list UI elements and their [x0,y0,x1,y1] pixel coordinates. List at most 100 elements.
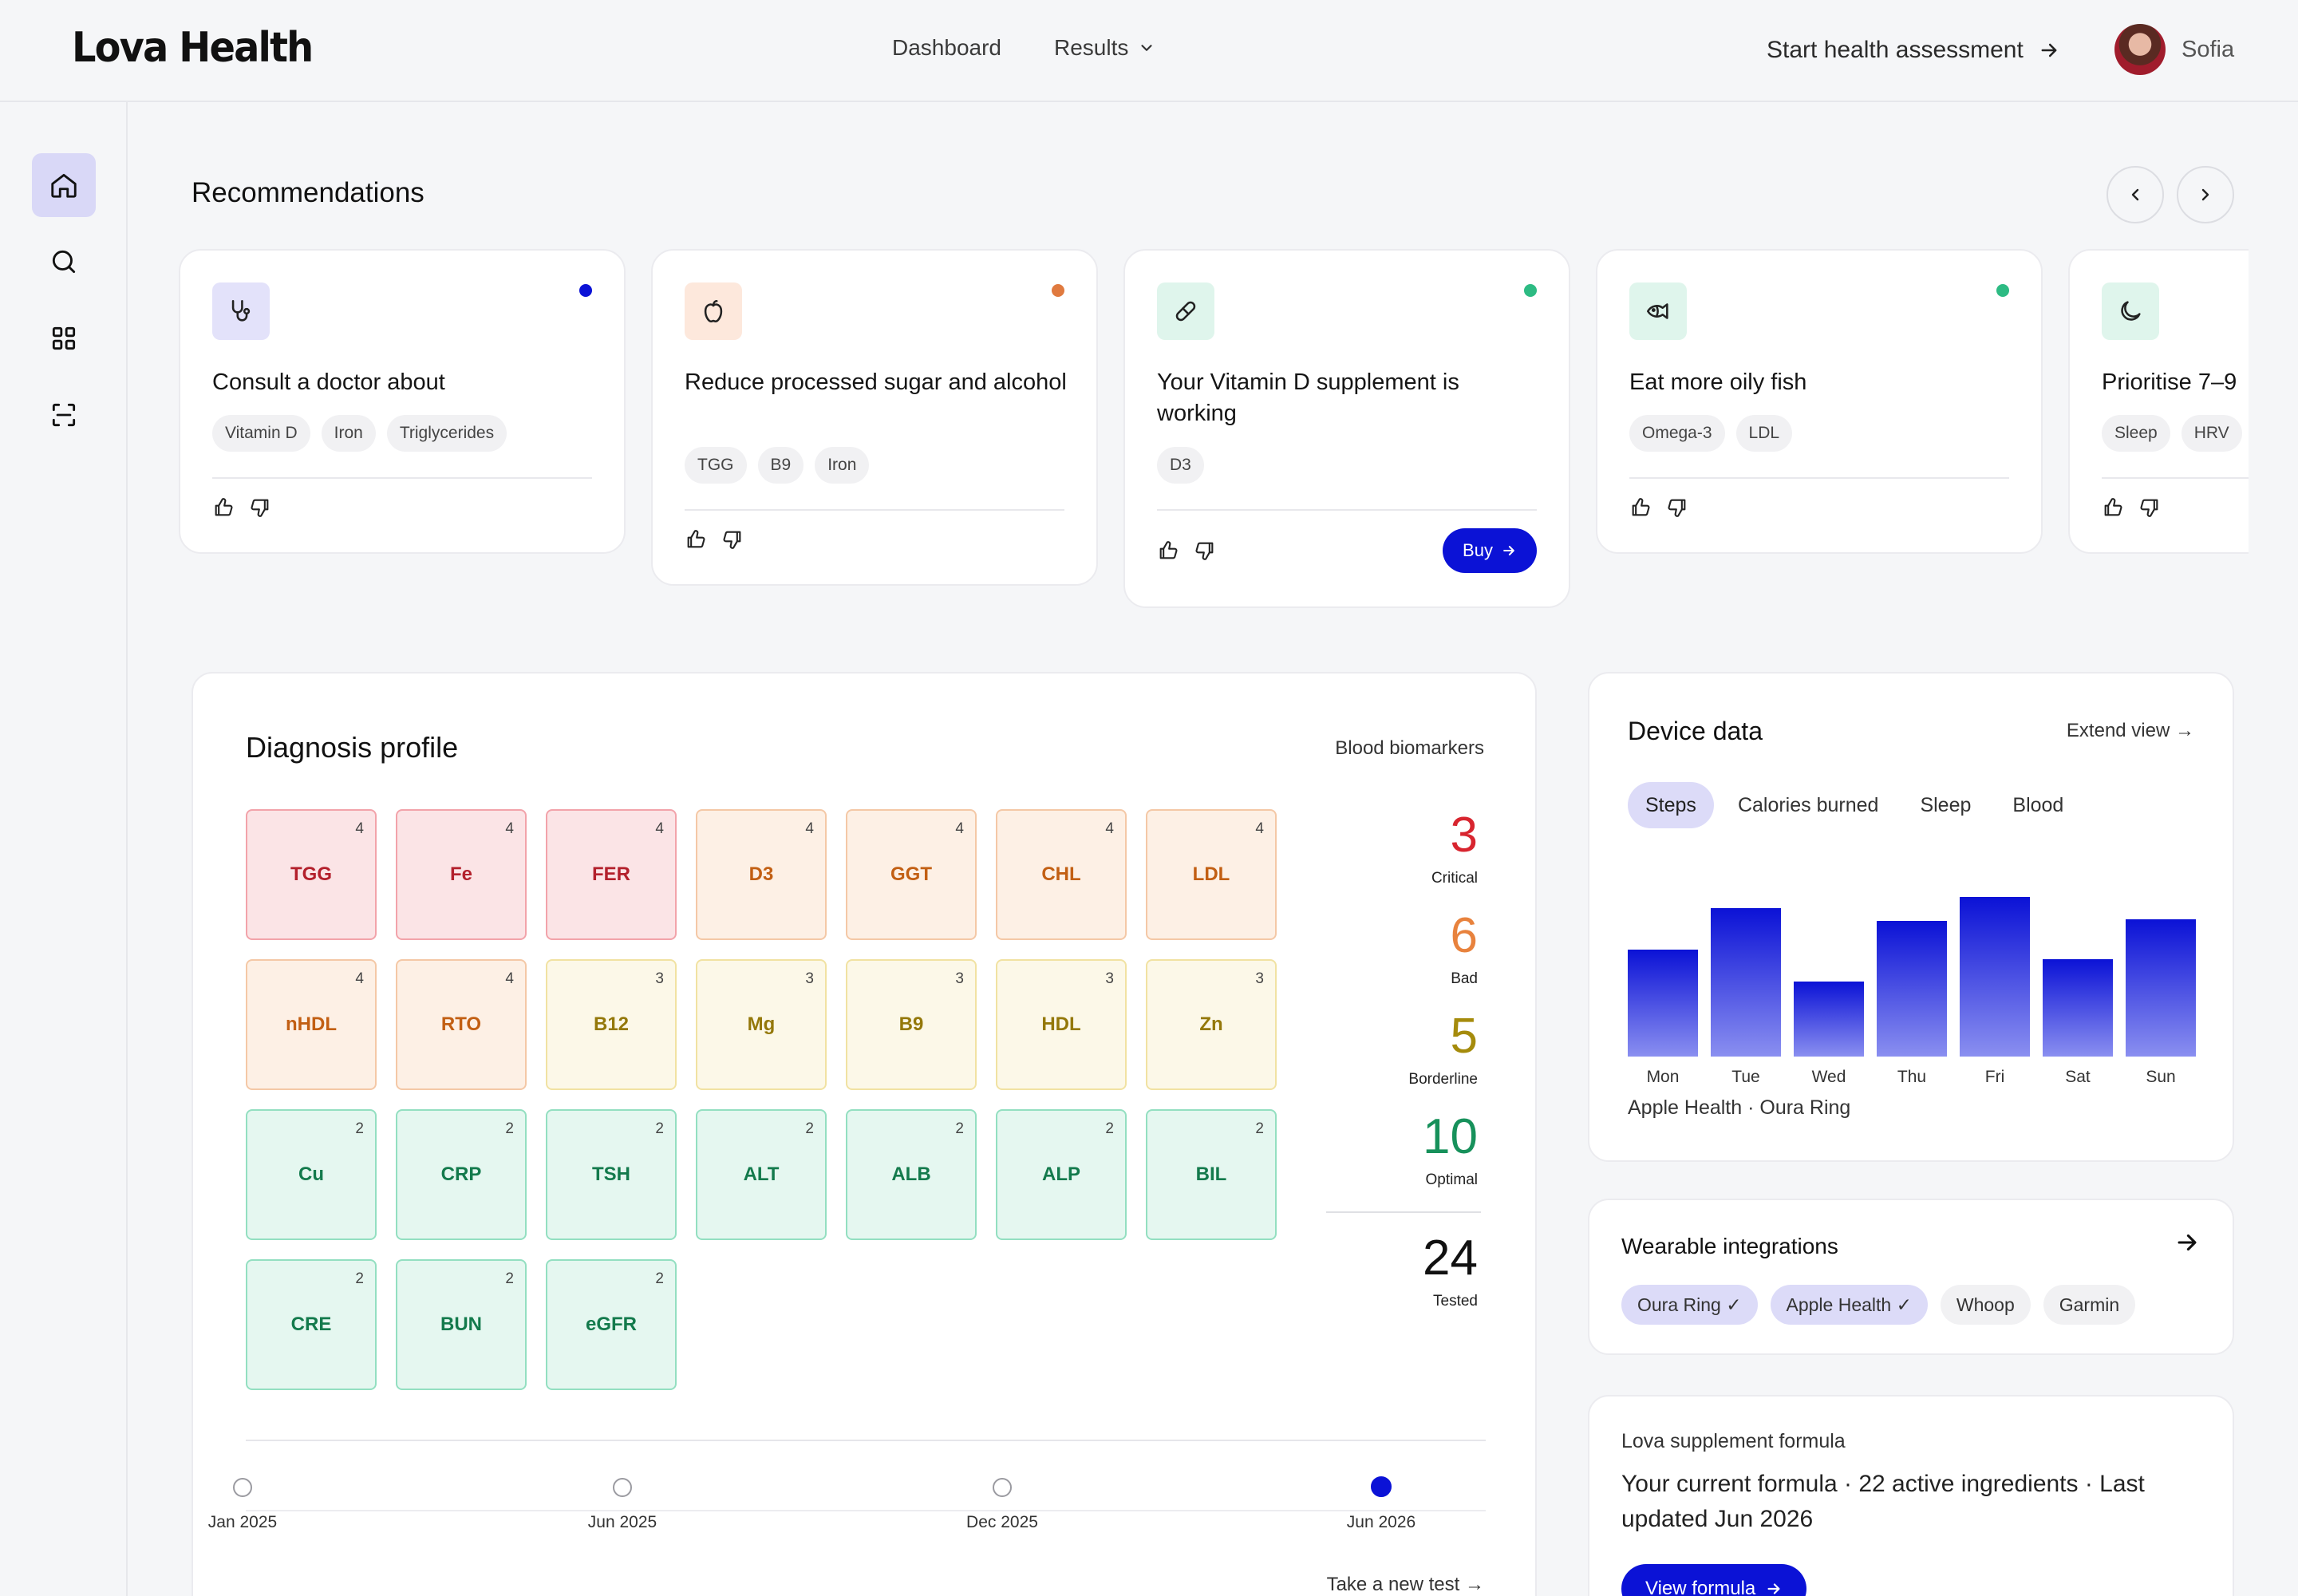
thumbs-up-icon[interactable] [1157,539,1179,562]
biomarker-tile[interactable]: CRE 2 [246,1259,377,1390]
divider [2102,477,2249,479]
tab-steps[interactable]: Steps [1628,782,1714,828]
thumbs-down-icon[interactable] [1666,496,1688,519]
chart-bar[interactable] [2043,959,2113,1057]
chip-garmin[interactable]: Garmin [2043,1285,2136,1325]
thumbs-down-icon[interactable] [721,528,744,551]
divider [1326,1211,1481,1213]
avatar[interactable] [2114,24,2166,75]
next-button[interactable] [2177,166,2234,223]
thumbs-up-icon[interactable] [685,528,707,551]
status-dot [579,284,592,297]
tag[interactable]: B9 [757,447,804,484]
biomarker-tile[interactable]: BUN 2 [396,1259,527,1390]
biomarker-count: 4 [655,820,664,837]
thumbs-up-icon[interactable] [2102,496,2124,519]
chart-bar[interactable] [1711,908,1781,1057]
chart-bar[interactable] [1794,982,1864,1057]
chart-bar[interactable] [1960,897,2030,1057]
x-tick-label: Tue [1731,1068,1760,1086]
chip-whoop[interactable]: Whoop [1940,1285,2031,1325]
tag[interactable]: Sleep [2102,415,2170,452]
diagnosis-title: Diagnosis profile [246,731,459,764]
biomarker-tile[interactable]: ALB 2 [846,1109,977,1240]
biomarker-tile[interactable]: BIL 2 [1146,1109,1277,1240]
recommendation-card[interactable]: Prioritise 7–9 Sleep HRV [2068,249,2249,554]
biomarker-tile[interactable]: nHDL 4 [246,959,377,1090]
tag[interactable]: D3 [1157,447,1204,484]
thumbs-down-icon[interactable] [249,496,271,519]
timeline-point[interactable] [613,1478,632,1497]
biomarker-count: 4 [1105,820,1114,837]
tag[interactable]: TGG [685,447,747,484]
recommendation-card[interactable]: Reduce processed sugar and alcohol TGG B… [651,249,1098,586]
chip-oura[interactable]: Oura Ring ✓ [1621,1285,1758,1325]
sidebar-item-grid[interactable] [32,306,96,370]
biomarker-tile[interactable]: ALP 2 [996,1109,1127,1240]
tag[interactable]: Omega-3 [1629,415,1725,452]
recommendation-card[interactable]: Your Vitamin D supplement is working D3 … [1123,249,1570,608]
biomarker-tile[interactable]: Cu 2 [246,1109,377,1240]
timeline-point[interactable] [233,1478,252,1497]
chart-bar[interactable] [2126,919,2196,1057]
extend-view-link[interactable]: Extend view → [2066,720,2194,741]
biomarker-code: TSH [592,1163,630,1185]
view-formula-button[interactable]: View formula [1621,1564,1807,1596]
user-name[interactable]: Sofia [2182,37,2235,62]
arrow-right-icon[interactable] [2174,1229,2201,1256]
tag[interactable]: Triglycerides [386,415,507,452]
thumbs-up-icon[interactable] [212,496,235,519]
timeline-point[interactable] [1371,1476,1392,1497]
feedback-buttons [1157,539,1216,562]
tag[interactable]: LDL [1735,415,1793,452]
biomarker-tile[interactable]: CHL 4 [996,809,1127,940]
biomarker-tile[interactable]: TSH 2 [546,1109,677,1240]
recommendation-card[interactable]: Eat more oily fish Omega-3 LDL [1596,249,2043,554]
tag[interactable]: HRV [2181,415,2242,452]
logo[interactable]: Lova Health [72,24,314,72]
tab-blood[interactable]: Blood [2012,793,2064,816]
take-new-test-link[interactable]: Take a new test → [1326,1574,1484,1595]
tab-sleep[interactable]: Sleep [1920,793,1972,816]
sidebar-item-search[interactable] [32,230,96,294]
biomarker-tile[interactable]: Zn 3 [1146,959,1277,1090]
tab-calories[interactable]: Calories burned [1737,793,1879,816]
biomarker-tile[interactable]: LDL 4 [1146,809,1277,940]
prev-button[interactable] [2106,166,2164,223]
thumbs-down-icon[interactable] [2138,496,2161,519]
buy-button[interactable]: Buy [1443,528,1537,573]
biomarker-tile[interactable]: RTO 4 [396,959,527,1090]
biomarker-tile[interactable]: D3 4 [696,809,827,940]
tag[interactable]: Iron [815,447,870,484]
biomarker-tile[interactable]: ALT 2 [696,1109,827,1240]
nav-dashboard[interactable]: Dashboard [892,35,1001,61]
recommendation-card[interactable]: Consult a doctor about Vitamin D Iron Tr… [179,249,626,554]
sidebar-item-home[interactable] [32,153,96,217]
nav-results[interactable]: Results [1054,35,1155,61]
chart-bar[interactable] [1628,950,1698,1057]
biomarker-tile[interactable]: GGT 4 [846,809,977,940]
biomarker-tile[interactable]: Mg 3 [696,959,827,1090]
chart-bar[interactable] [1877,921,1947,1057]
start-assessment-button[interactable]: Start health assessment [1767,33,2060,68]
thumbs-down-icon[interactable] [1194,539,1216,562]
biomarker-tile[interactable]: B9 3 [846,959,977,1090]
tag[interactable]: Iron [321,415,376,452]
biomarker-tile[interactable]: CRP 2 [396,1109,527,1240]
chip-apple-health[interactable]: Apple Health ✓ [1770,1285,1928,1325]
biomarker-tile[interactable]: HDL 3 [996,959,1127,1090]
biomarker-tile[interactable]: Fe 4 [396,809,527,940]
biomarker-tile[interactable]: B12 3 [546,959,677,1090]
supplement-formula-card: Lova supplement formula Your current for… [1588,1395,2234,1596]
timeline-point[interactable] [993,1478,1012,1497]
feedback-buttons [2102,496,2161,519]
thumbs-up-icon[interactable] [1629,496,1652,519]
sidebar-item-scan[interactable] [32,383,96,447]
biomarker-tile[interactable]: FER 4 [546,809,677,940]
biomarker-tile[interactable]: eGFR 2 [546,1259,677,1390]
biomarker-code: CRP [440,1163,482,1185]
stat-tested: 24 Tested [1423,1234,1478,1310]
biomarker-tile[interactable]: TGG 4 [246,809,377,940]
wearable-integrations-card[interactable]: Wearable integrations Oura Ring ✓ Apple … [1588,1199,2234,1355]
tag[interactable]: Vitamin D [212,415,310,452]
